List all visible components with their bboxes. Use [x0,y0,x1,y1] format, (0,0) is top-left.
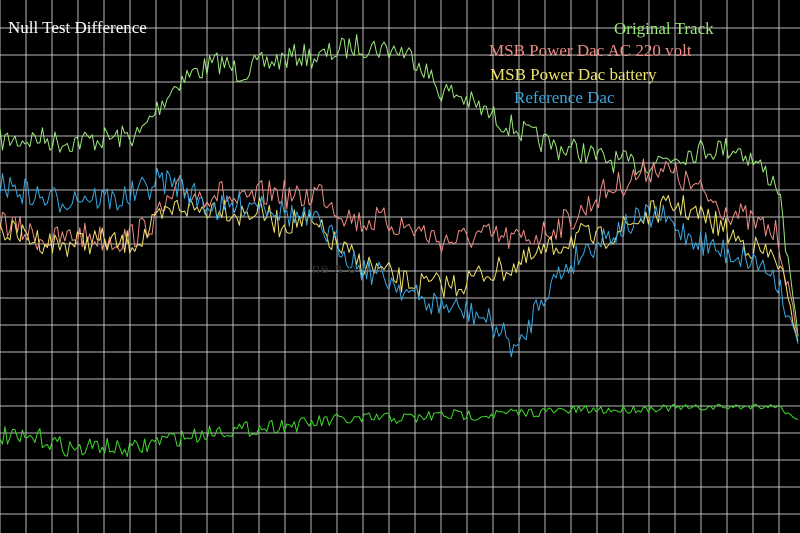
legend-reference-dac: Reference Dac [514,88,615,107]
series-line-0 [0,34,799,337]
series-line-1 [0,158,799,335]
series-line-4 [0,403,799,457]
legend-msb-battery: MSB Power Dac battery [490,65,657,84]
series-line-3 [0,168,799,358]
chart-title: Null Test Difference [8,18,147,37]
watermark-logo: ne​ a​ o​ [312,260,357,276]
legend-original-track: Original Track [614,19,714,38]
series-line-2 [0,195,799,342]
legend-msb-ac-220: MSB Power Dac AC 220 volt [489,41,692,60]
chart-series-group [0,34,799,457]
